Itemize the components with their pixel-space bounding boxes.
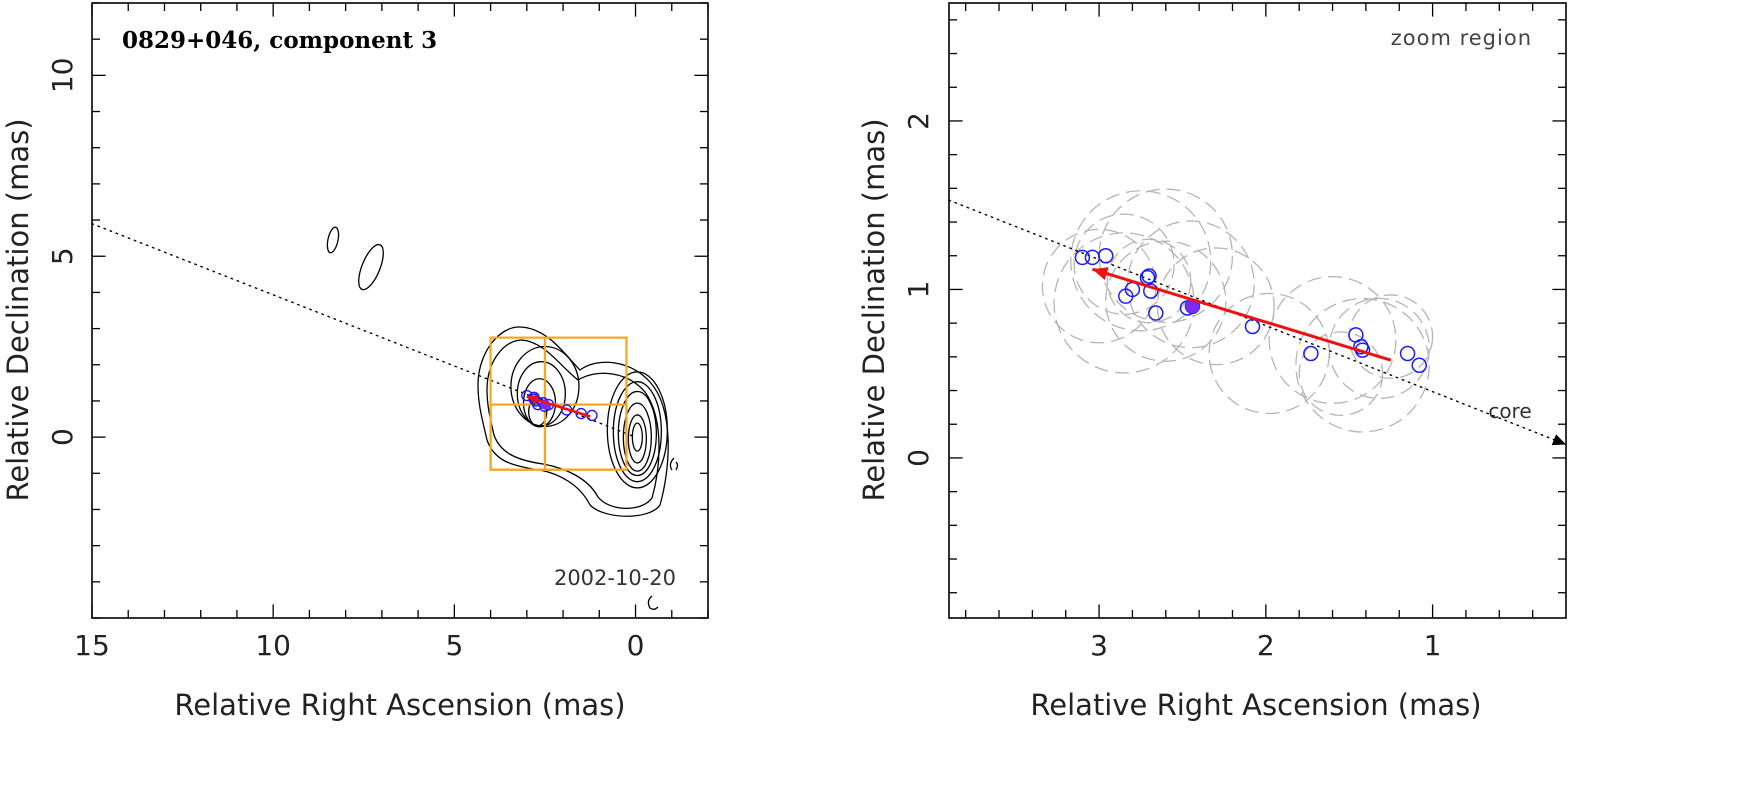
y-tick-label: 5 (46, 247, 79, 265)
uncertainty-circle (1070, 190, 1212, 332)
y-tick-label: 0 (46, 428, 79, 446)
x-tick-label: 15 (74, 629, 110, 662)
component-point (1148, 305, 1164, 321)
x-axis-label: Relative Right Ascension (mas) (174, 688, 625, 722)
component-point (521, 389, 533, 402)
uncertainty-circle (1298, 331, 1384, 417)
dotted-direction-line (91, 222, 637, 438)
y-tick-label: 1 (902, 281, 935, 299)
y-tick-label: 0 (902, 449, 935, 467)
zoom-boxes (489, 336, 628, 471)
contour (631, 422, 643, 452)
epoch-label: 2002-10-20 (554, 566, 676, 590)
x-tick-label: 0 (627, 629, 645, 662)
uncertainty-circle (1268, 275, 1397, 405)
x-tick-label: 10 (255, 629, 291, 662)
core-arrow-head (1551, 434, 1566, 446)
component-points (1074, 247, 1428, 374)
contour (617, 390, 657, 477)
axes-border (91, 2, 709, 619)
uncertainty-circle (1106, 238, 1192, 324)
y-axis-label: Relative Declination (mas) (1, 118, 35, 501)
zoom-region-label: zoom region (1391, 26, 1532, 50)
contour (522, 378, 557, 428)
motion-arrow-head (526, 395, 539, 405)
y-tick-labels: 0 1 2 (902, 112, 935, 467)
x-tick-labels: 3 2 1 (1090, 629, 1441, 662)
contour (358, 243, 384, 291)
contour (647, 595, 659, 610)
contour (516, 361, 566, 427)
uncertainty-circle (1105, 240, 1227, 362)
component-point (1084, 249, 1101, 266)
contour (612, 381, 662, 483)
x-tick-labels: 15 10 5 0 (74, 629, 644, 662)
component-point (1074, 249, 1091, 266)
contour (326, 226, 340, 254)
component-point (575, 407, 587, 420)
contour (477, 326, 669, 517)
left-panel: 15 10 5 0 0 5 10 0829+046, component 3 2002-1… (1, 2, 709, 722)
x-tick-label: 5 (445, 629, 463, 662)
component-point (1098, 247, 1114, 264)
uncertainty-circle (1328, 297, 1430, 400)
component-point (1244, 318, 1261, 335)
plot-frame (948, 2, 1567, 619)
plot-frame (91, 2, 709, 619)
motion-arrow-head (1092, 267, 1109, 281)
contour (622, 402, 652, 472)
contour (627, 414, 647, 464)
x-axis-label: Relative Right Ascension (mas) (1030, 688, 1481, 722)
component-point (1411, 357, 1428, 374)
motion-arrow-shaft (1091, 267, 1392, 362)
motion-arrow-shaft (526, 395, 591, 418)
contour (486, 339, 660, 509)
uncertainty-circle (1156, 247, 1275, 366)
contour (669, 457, 679, 471)
x-tick-label: 2 (1257, 629, 1275, 662)
uncertainty-circle (1073, 213, 1175, 315)
y-tick-labels: 0 5 10 (46, 58, 79, 446)
uncertainty-circle (1098, 188, 1234, 324)
y-axis-label: Relative Declination (mas) (857, 118, 891, 501)
component-point (1303, 345, 1319, 362)
motion-arrow (526, 395, 591, 418)
contour-map (326, 226, 679, 610)
y-tick-label: 10 (46, 58, 79, 94)
panel-title: 0829+046, component 3 (122, 27, 437, 54)
zoom-box (489, 403, 628, 471)
axes-border (948, 2, 1567, 619)
right-panel: 3 2 1 0 1 2 zoom region core Relative Right … (857, 2, 1567, 722)
core-label: core (1488, 399, 1531, 423)
component-point (1141, 268, 1157, 284)
component-point (1399, 345, 1416, 362)
motion-arrow (1091, 267, 1392, 362)
contour (606, 371, 668, 489)
uncertainty-circles (1041, 188, 1434, 433)
y-tick-label: 2 (902, 112, 935, 130)
uncertainty-circle (1295, 297, 1430, 433)
x-tick-label: 3 (1090, 629, 1108, 662)
x-tick-label: 1 (1424, 629, 1442, 662)
reference-line (91, 222, 637, 438)
component-point (1143, 283, 1159, 299)
